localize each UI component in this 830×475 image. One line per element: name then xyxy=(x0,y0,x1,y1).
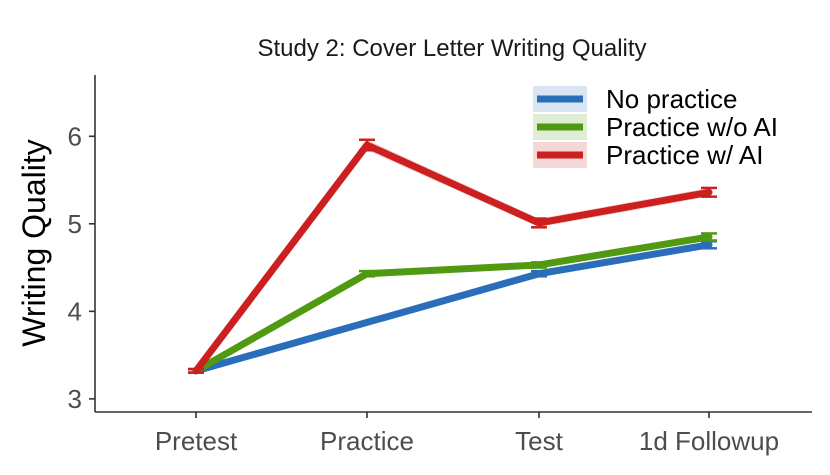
y-tick-label: 4 xyxy=(68,296,82,326)
series-line xyxy=(192,141,713,375)
legend-label: Practice w/ AI xyxy=(606,140,764,170)
y-tick-label: 5 xyxy=(68,209,82,239)
legend-label: Practice w/o AI xyxy=(606,112,778,142)
y-ticks: 3 4 5 6 xyxy=(68,121,95,414)
y-tick-label: 6 xyxy=(68,121,82,151)
series-layer xyxy=(188,138,717,375)
chart-title: Study 2: Cover Letter Writing Quality xyxy=(257,35,646,62)
series-line xyxy=(192,233,713,375)
x-ticks: Pretest Practice Test 1d Followup xyxy=(155,412,779,456)
series-0 xyxy=(188,240,717,375)
x-tick-label: Test xyxy=(515,426,563,456)
x-tick-label: Practice xyxy=(320,426,414,456)
series-2 xyxy=(188,138,717,375)
y-tick-label: 3 xyxy=(68,384,82,414)
x-tick-label: Pretest xyxy=(155,426,238,456)
legend-label: No practice xyxy=(606,84,738,114)
y-axis-label: Writing Quality xyxy=(16,139,52,346)
x-tick-label: 1d Followup xyxy=(639,426,779,456)
